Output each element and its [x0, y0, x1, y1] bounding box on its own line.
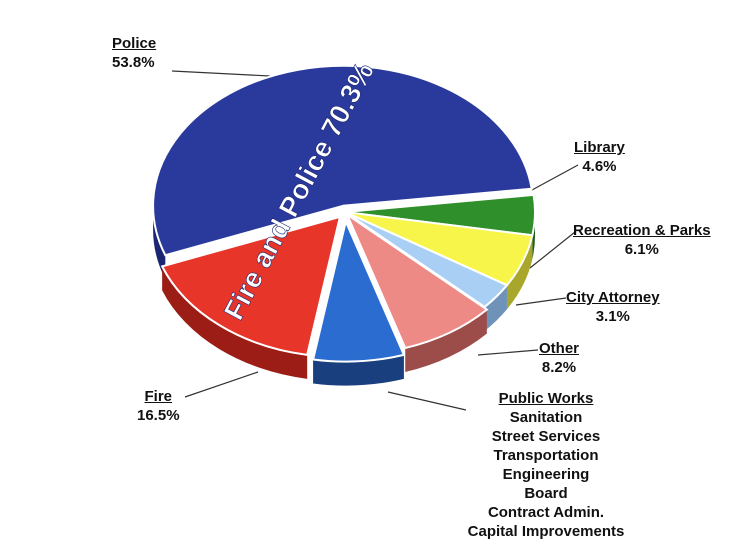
- label-recreation-parks: Recreation & Parks 6.1%: [573, 221, 711, 259]
- label-other: Other 8.2%: [539, 339, 579, 377]
- slice-police: [152, 64, 533, 257]
- slice-side-public-works: [313, 354, 404, 386]
- label-library: Library 4.6%: [574, 138, 625, 176]
- public-works-item: Board: [524, 485, 568, 502]
- label-city-attorney: City Attorney 3.1%: [566, 288, 660, 326]
- label-recreation-parks-value: 6.1%: [624, 241, 659, 258]
- slice-fire: [160, 215, 342, 356]
- slice-public-works: [311, 218, 406, 363]
- label-other-value: 8.2%: [541, 359, 577, 376]
- leader-line: [387, 391, 467, 411]
- slice-side-fire: [162, 266, 308, 379]
- label-city-attorney-name: City Attorney: [566, 289, 660, 306]
- public-works-item: Engineering: [502, 466, 590, 483]
- slice-city-attorney: [344, 211, 509, 309]
- label-police: Police 53.8%: [112, 34, 156, 72]
- leader-line: [529, 231, 576, 269]
- public-works-item-list: Sanitation Street Services Transportatio…: [436, 408, 656, 541]
- leader-line: [184, 371, 259, 398]
- slice-side-city-attorney: [484, 285, 507, 331]
- public-works-item: Sanitation: [509, 409, 583, 426]
- label-fire-name: Fire: [144, 388, 173, 405]
- slice-side-other: [405, 309, 487, 372]
- leader-lines: [171, 70, 579, 411]
- label-city-attorney-value: 3.1%: [595, 308, 630, 325]
- leader-line: [531, 164, 579, 191]
- label-library-value: 4.6%: [582, 158, 617, 175]
- public-works-item: Contract Admin.: [487, 504, 605, 521]
- label-recreation-parks-name: Recreation & Parks: [573, 222, 711, 239]
- label-public-works-name: Public Works: [498, 390, 594, 407]
- leader-line: [477, 349, 539, 356]
- public-works-item: Capital Improvements: [467, 523, 625, 540]
- label-fire: Fire 16.5%: [137, 387, 180, 425]
- leader-line: [515, 297, 567, 306]
- public-works-item: Street Services: [491, 428, 601, 445]
- leader-line: [171, 70, 271, 77]
- public-works-item: Transportation: [493, 447, 599, 464]
- slice-other: [344, 211, 489, 350]
- label-police-value: 53.8%: [112, 54, 155, 71]
- label-fire-value: 16.5%: [137, 407, 180, 424]
- label-other-name: Other: [539, 340, 580, 357]
- label-library-name: Library: [574, 139, 625, 156]
- label-police-name: Police: [112, 35, 157, 52]
- label-public-works: Public Works Sanitation Street Services …: [436, 389, 656, 541]
- slice-side-recreation-parks: [506, 235, 533, 310]
- pie-slices: [152, 64, 536, 386]
